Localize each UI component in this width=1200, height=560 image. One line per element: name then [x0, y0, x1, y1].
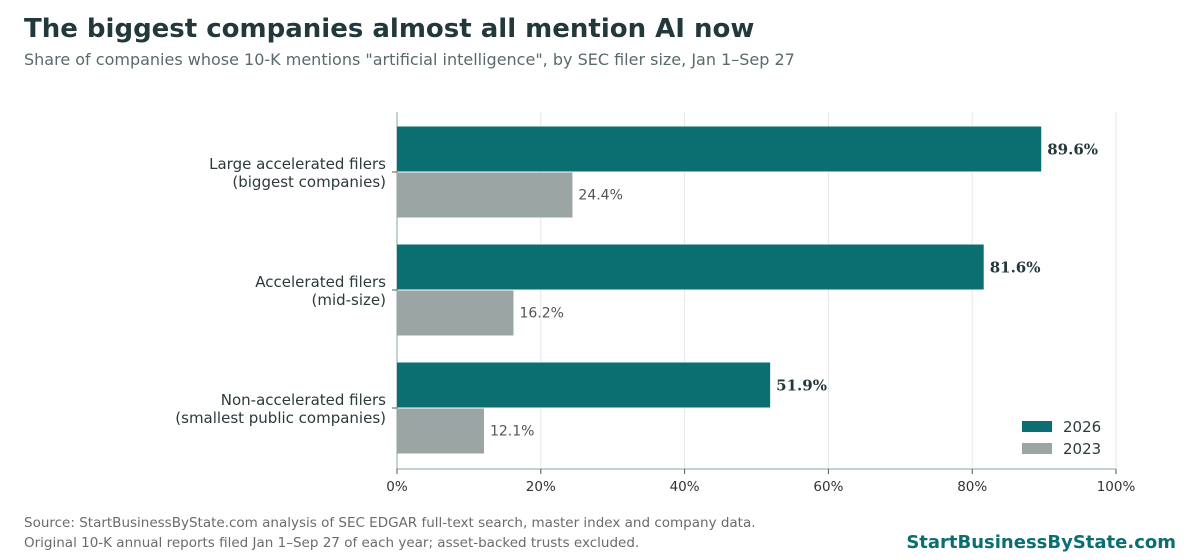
- method-note: Original 10-K annual reports filed Jan 1…: [24, 535, 640, 551]
- data-label-2026: 51.9%: [776, 377, 827, 395]
- chart-title: The biggest companies almost all mention…: [24, 14, 755, 44]
- bar-2026: [397, 244, 984, 290]
- brand-logo-text: StartBusinessByState.com: [906, 532, 1176, 553]
- category-label: Accelerated filers: [255, 273, 386, 291]
- bar-2023: [397, 408, 484, 454]
- data-label-2023: 16.2%: [519, 306, 563, 322]
- chart-subtitle: Share of companies whose 10-K mentions "…: [24, 50, 795, 69]
- bar-2023: [397, 172, 573, 218]
- bar-2023: [397, 290, 514, 336]
- legend-label-2023: 2023: [1063, 440, 1101, 458]
- data-label-2026: 81.6%: [990, 259, 1041, 277]
- data-label-2023: 24.4%: [578, 188, 622, 204]
- category-label: Large accelerated filers: [209, 155, 386, 173]
- legend-label-2026: 2026: [1063, 418, 1101, 436]
- x-tick-label: 0%: [386, 479, 408, 495]
- legend-swatch-2023: [1022, 443, 1052, 454]
- category-sublabel: (biggest companies): [232, 173, 386, 191]
- x-tick-label: 80%: [957, 479, 987, 495]
- x-tick-label: 100%: [1097, 479, 1136, 495]
- source-note: Source: StartBusinessByState.com analysi…: [24, 515, 756, 531]
- bar-2026: [397, 362, 771, 408]
- data-label-2026: 89.6%: [1047, 141, 1098, 159]
- category-sublabel: (mid-size): [311, 291, 386, 309]
- x-tick-label: 20%: [526, 479, 556, 495]
- x-tick-label: 40%: [670, 479, 700, 495]
- x-tick-label: 60%: [813, 479, 843, 495]
- category-sublabel: (smallest public companies): [175, 409, 386, 427]
- data-label-2023: 12.1%: [490, 424, 534, 440]
- legend-swatch-2026: [1022, 421, 1052, 432]
- bar-2026: [397, 126, 1042, 172]
- category-label: Non-accelerated filers: [221, 391, 386, 409]
